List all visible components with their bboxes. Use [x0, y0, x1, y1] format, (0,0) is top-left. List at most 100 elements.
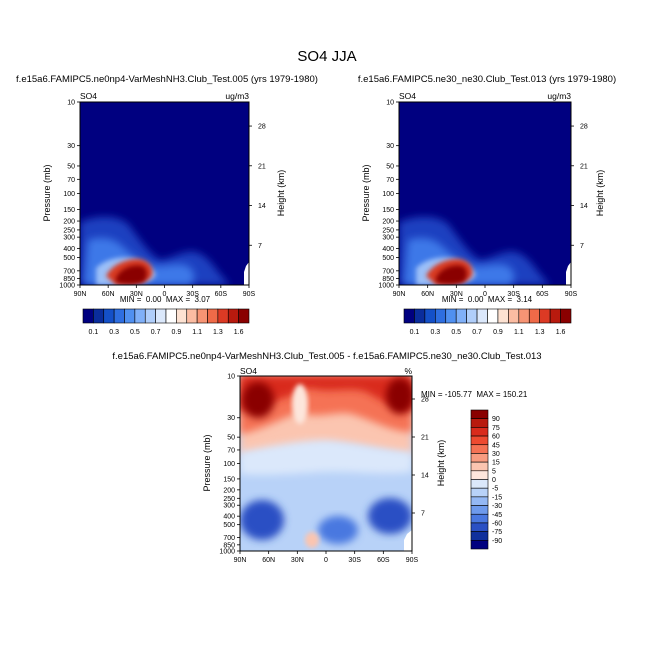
y2-tick-label: 14: [580, 203, 588, 210]
colorbar-label: 0.5: [451, 329, 461, 336]
colorbar-swatch: [227, 308, 239, 324]
y-tick-label: 70: [386, 177, 394, 184]
x-tick-label: 30N: [130, 291, 143, 298]
panel-1-y-axis-label: Pressure (mb): [42, 164, 52, 221]
colorbar-swatch: [414, 308, 426, 324]
colorbar-swatch: [497, 308, 509, 324]
colorbar-swatch: [539, 308, 551, 324]
y-tick-label: 100: [382, 191, 394, 198]
y-tick-label: 850: [382, 276, 394, 283]
panel-2-title: f.e15a6.FAMIPC5.ne30_ne30.Club_Test.013 …: [358, 74, 616, 85]
y2-tick-label: 14: [421, 472, 429, 479]
panel-2-stats: MIN = 0.00 MAX = 3.14: [442, 295, 533, 304]
colorbar-swatch: [144, 308, 156, 324]
panel-3-hotspot-sh: [386, 378, 412, 414]
x-tick-label: 0: [483, 291, 487, 298]
colorbar-swatch: [466, 308, 478, 324]
colorbar-label: 0.9: [172, 329, 182, 336]
y-tick-label: 300: [382, 235, 394, 242]
y-tick-label: 150: [63, 207, 75, 214]
colorbar-label: 1.6: [234, 329, 244, 336]
y-tick-label: 200: [382, 219, 394, 226]
y-tick-label: 700: [223, 535, 235, 542]
y-tick-label: 250: [223, 496, 235, 503]
panel-1-units-label: ug/m3: [225, 91, 249, 101]
colorbar-label: 30: [492, 451, 500, 458]
colorbar-swatch: [435, 308, 447, 324]
x-tick-label: 30N: [291, 557, 304, 564]
panel-3-topography: [404, 530, 412, 551]
colorbar-label: -90: [492, 538, 502, 545]
y-tick-label: 300: [63, 235, 75, 242]
x-tick-label: 90N: [74, 291, 87, 298]
panel-3-contour-upper-pos-3: [240, 376, 412, 412]
colorbar-swatch: [455, 308, 467, 324]
colorbar-swatch: [470, 531, 489, 541]
panel-2-contour-max: [436, 265, 467, 285]
y-tick-label: 250: [63, 227, 75, 234]
y-tick-label: 70: [67, 177, 75, 184]
colorbar-swatch: [487, 308, 499, 324]
y-tick-label: 10: [227, 374, 235, 381]
x-tick-label: 60N: [102, 291, 115, 298]
colorbar-swatch: [82, 308, 94, 324]
colorbar-swatch: [165, 308, 177, 324]
colorbar-swatch: [445, 308, 457, 324]
y-tick-label: 700: [63, 268, 75, 275]
x-tick-label: 30S: [186, 291, 199, 298]
x-tick-label: 60N: [421, 291, 434, 298]
colorbar-label: 0.9: [493, 329, 503, 336]
panel-1-title: f.e15a6.FAMIPC5.ne0np4-VarMeshNH3.Club_T…: [16, 74, 318, 85]
y-tick-label: 500: [223, 522, 235, 529]
panel-2-x-ticks: 90N 60N 30N 0 30S 60S 90S: [393, 285, 578, 298]
y-tick-label: 850: [63, 276, 75, 283]
panel-3-pos-surface: [305, 532, 319, 548]
x-tick-label: 60N: [262, 557, 275, 564]
panel-2-y2-axis-label: Height (km): [595, 170, 605, 217]
x-tick-label: 30N: [450, 291, 463, 298]
x-tick-label: 30S: [348, 557, 361, 564]
x-tick-label: 0: [324, 557, 328, 564]
x-tick-label: 90N: [393, 291, 406, 298]
colorbar-label: -5: [492, 486, 498, 493]
colorbar-label: 0.7: [151, 329, 161, 336]
panel-3-units-label: %: [404, 366, 412, 376]
colorbar-label: 0.5: [130, 329, 140, 336]
colorbar-swatch: [470, 444, 489, 454]
colorbar-label: 0.1: [410, 329, 420, 336]
colorbar-swatch: [470, 540, 489, 550]
colorbar-swatch: [196, 308, 208, 324]
colorbar-swatch: [470, 505, 489, 515]
y-tick-label: 400: [63, 246, 75, 253]
x-tick-label: 90S: [243, 291, 256, 298]
colorbar-swatch: [186, 308, 198, 324]
colorbar-label: 1.1: [514, 329, 524, 336]
colorbar-label: 0.1: [89, 329, 99, 336]
panel-3-plot-area: [240, 376, 412, 551]
colorbar-label: 15: [492, 460, 500, 467]
y2-tick-label: 7: [421, 510, 425, 517]
colorbar-swatch: [470, 427, 489, 437]
colorbar-swatch: [560, 308, 572, 324]
y-tick-label: 50: [67, 163, 75, 170]
y-tick-label: 500: [63, 255, 75, 262]
panel-1-contour-max: [116, 265, 147, 285]
colorbar-swatch: [424, 308, 436, 324]
y2-tick-label: 14: [258, 203, 266, 210]
colorbar-label: -60: [492, 520, 502, 527]
colorbar-swatch: [93, 308, 105, 324]
panel-2-y-axis-label: Pressure (mb): [361, 164, 371, 221]
colorbar-label: 90: [492, 416, 500, 423]
colorbar-swatch: [103, 308, 115, 324]
colorbar-label: 1.3: [213, 329, 223, 336]
panel-3-title: f.e15a6.FAMIPC5.ne0np4-VarMeshNH3.Club_T…: [112, 351, 541, 362]
x-tick-label: 90S: [406, 557, 419, 564]
y2-tick-label: 7: [258, 243, 262, 250]
colorbar-label: 1.3: [535, 329, 545, 336]
y-tick-label: 400: [223, 514, 235, 521]
y-tick-label: 30: [67, 143, 75, 150]
colorbar-swatch: [470, 409, 489, 419]
panel-3-hotspot-nh: [242, 382, 274, 418]
colorbar-swatch: [508, 308, 520, 324]
y2-tick-label: 28: [580, 124, 588, 131]
